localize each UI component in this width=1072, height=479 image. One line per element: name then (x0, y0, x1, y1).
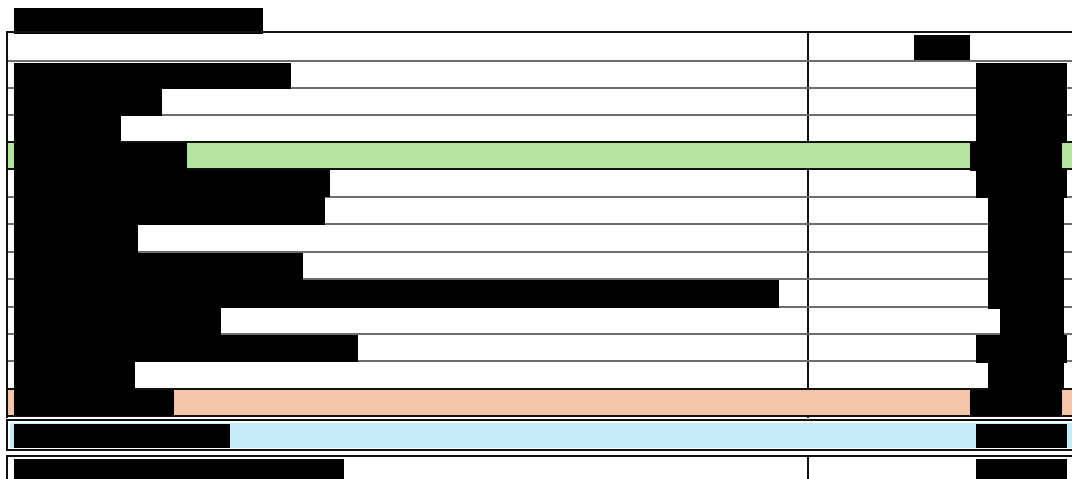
row-label-redacted (14, 197, 325, 225)
header-divider (8, 60, 1072, 62)
row-value-redacted (976, 335, 1067, 363)
row-label-redacted (14, 253, 303, 280)
header-value-redacted (914, 35, 970, 62)
footer-row (6, 455, 1072, 479)
row-label-redacted (14, 362, 135, 390)
row-divider (8, 278, 1072, 280)
row-label-redacted (14, 63, 291, 89)
footer-value-redacted (976, 459, 1067, 479)
footer-column-divider (807, 455, 809, 479)
row-divider (8, 141, 1072, 143)
row-highlight-orange (8, 389, 1072, 416)
row-value-redacted (970, 143, 1062, 171)
row-divider (8, 223, 1072, 225)
row-label-redacted (14, 170, 330, 197)
row-value-redacted (970, 390, 1062, 416)
row-label-redacted (14, 225, 138, 253)
table-bottom-border (8, 415, 1072, 417)
row-divider (8, 388, 1072, 390)
table-left-border (6, 31, 8, 418)
row-label-redacted (14, 280, 779, 308)
row-divider (8, 251, 1072, 253)
row-label-redacted (14, 390, 174, 416)
table-frame (6, 31, 1072, 33)
row-divider (8, 114, 1072, 116)
row-divider (8, 333, 1072, 335)
row-label-redacted (14, 116, 121, 143)
row-divider (8, 168, 1072, 170)
footer-label-redacted (14, 459, 344, 479)
row-label-redacted (14, 335, 358, 362)
row-label-redacted (14, 308, 221, 335)
row-value-redacted (976, 63, 1067, 143)
row-label-redacted (14, 143, 187, 170)
document-title-redacted (14, 8, 263, 34)
summary-label-redacted (14, 424, 230, 448)
row-divider (8, 360, 1072, 362)
row-value-redacted (988, 362, 1064, 390)
row-divider (8, 196, 1072, 198)
summary-value-redacted (976, 424, 1067, 448)
row-label-redacted (14, 89, 162, 116)
row-value-redacted (1000, 308, 1064, 336)
row-value-redacted (976, 170, 1067, 198)
row-value-redacted (988, 197, 1064, 309)
row-divider (8, 87, 1072, 89)
